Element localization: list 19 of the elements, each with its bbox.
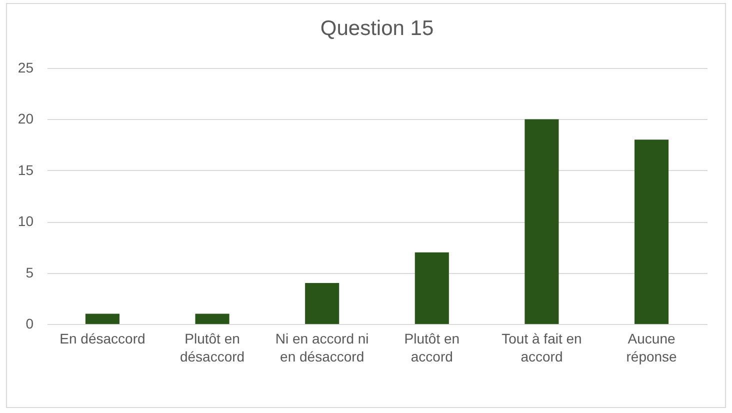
bar (414, 252, 449, 324)
x-tick-label: Plutôt en désaccord (180, 330, 245, 364)
y-tick-label: 5 (26, 264, 34, 280)
x-tick-label: Plutôt en accord (404, 330, 460, 364)
x-tick-label: Aucune réponse (626, 330, 678, 364)
y-tick-label: 0 (26, 316, 34, 332)
bar (195, 314, 230, 324)
chart-title: Question 15 (320, 17, 434, 40)
y-tick-label: 10 (18, 213, 34, 230)
y-tick-label: 15 (18, 162, 34, 178)
bar (85, 314, 120, 324)
x-tick-label: Tout à fait en accord (502, 330, 582, 364)
x-tick-label: Ni en accord ni en désaccord (275, 330, 369, 364)
bar (305, 283, 340, 324)
y-tick-label: 20 (18, 110, 34, 127)
x-tick-label: En désaccord (60, 330, 146, 346)
bar (524, 119, 559, 324)
y-tick-label: 25 (18, 60, 34, 76)
bar (634, 140, 669, 324)
